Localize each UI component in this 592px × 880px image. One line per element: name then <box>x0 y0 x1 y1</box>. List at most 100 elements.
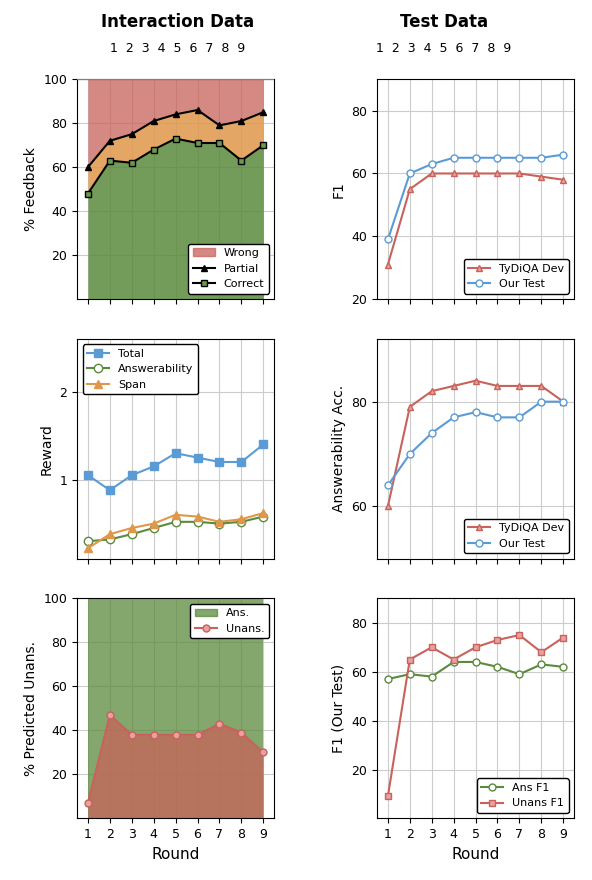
Unans F1 <box>406 654 413 664</box>
Ans F1 <box>538 659 545 670</box>
Our Test <box>428 158 435 169</box>
Legend: TyDiQA Dev, Our Test: TyDiQA Dev, Our Test <box>464 260 569 294</box>
Answerability <box>85 536 92 546</box>
X-axis label: Round: Round <box>451 847 500 862</box>
TyDiQA Dev <box>450 168 457 179</box>
Our Test <box>384 234 391 245</box>
Y-axis label: F1 (Our Test): F1 (Our Test) <box>332 664 346 753</box>
Span <box>107 529 114 539</box>
Line: Unans F1: Unans F1 <box>384 632 567 800</box>
Legend: Wrong, Partial, Correct: Wrong, Partial, Correct <box>188 244 269 294</box>
Text: Test Data: Test Data <box>400 13 488 31</box>
Text: 1  2  3  4  5  6  7  8  9: 1 2 3 4 5 6 7 8 9 <box>110 42 245 55</box>
Our Test <box>559 396 567 407</box>
Total <box>194 452 201 463</box>
TyDiQA Dev <box>472 168 479 179</box>
Line: Total: Total <box>83 440 268 495</box>
Y-axis label: Answerability Acc.: Answerability Acc. <box>332 385 346 512</box>
TyDiQA Dev <box>428 386 435 397</box>
Our Test <box>428 428 435 438</box>
Total <box>172 448 179 458</box>
Our Test <box>538 396 545 407</box>
Our Test <box>472 407 479 417</box>
TyDiQA Dev <box>384 501 391 511</box>
Unans F1 <box>472 642 479 653</box>
Total <box>260 439 267 450</box>
Text: 1  2  3  4  5  6  7  8  9: 1 2 3 4 5 6 7 8 9 <box>377 42 511 55</box>
Our Test <box>494 152 501 163</box>
Ans F1 <box>559 662 567 672</box>
Line: Our Test: Our Test <box>384 398 567 489</box>
Span <box>85 543 92 554</box>
TyDiQA Dev <box>450 381 457 392</box>
Span <box>216 517 223 527</box>
TyDiQA Dev <box>559 174 567 185</box>
Line: TyDiQA Dev: TyDiQA Dev <box>384 170 567 268</box>
TyDiQA Dev <box>472 376 479 386</box>
Span <box>194 511 201 522</box>
Ans F1 <box>384 674 391 685</box>
Our Test <box>494 412 501 422</box>
Unans F1 <box>494 634 501 645</box>
Our Test <box>406 449 413 459</box>
Total <box>150 461 157 472</box>
Answerability <box>216 518 223 529</box>
TyDiQA Dev <box>494 168 501 179</box>
Line: Answerability: Answerability <box>83 512 268 546</box>
X-axis label: Round: Round <box>152 847 200 862</box>
TyDiQA Dev <box>516 168 523 179</box>
Line: Span: Span <box>83 509 268 553</box>
TyDiQA Dev <box>406 184 413 194</box>
Unans F1 <box>450 654 457 664</box>
Ans F1 <box>494 662 501 672</box>
Ans F1 <box>406 669 413 679</box>
Ans F1 <box>516 669 523 679</box>
Unans F1 <box>428 642 435 653</box>
Y-axis label: % Predicted Unans.: % Predicted Unans. <box>24 641 38 776</box>
Total <box>128 470 136 480</box>
TyDiQA Dev <box>406 401 413 412</box>
Answerability <box>238 517 245 527</box>
Legend: Ans., Unans.: Ans., Unans. <box>190 604 269 638</box>
Ans F1 <box>472 656 479 667</box>
Text: Interaction Data: Interaction Data <box>101 13 254 31</box>
Our Test <box>538 152 545 163</box>
Unans F1 <box>559 632 567 642</box>
Y-axis label: % Feedback: % Feedback <box>24 147 38 231</box>
Ans F1 <box>428 671 435 682</box>
TyDiQA Dev <box>538 172 545 182</box>
Our Test <box>406 168 413 179</box>
Y-axis label: F1: F1 <box>332 180 346 198</box>
Our Test <box>516 152 523 163</box>
TyDiQA Dev <box>428 168 435 179</box>
Our Test <box>450 152 457 163</box>
Answerability <box>150 523 157 533</box>
Span <box>128 523 136 533</box>
Span <box>238 514 245 524</box>
Span <box>172 510 179 520</box>
Line: Our Test: Our Test <box>384 151 567 243</box>
Unans F1 <box>516 630 523 641</box>
Legend: Total, Answerability, Span: Total, Answerability, Span <box>82 344 198 394</box>
TyDiQA Dev <box>384 260 391 270</box>
Answerability <box>194 517 201 527</box>
TyDiQA Dev <box>494 381 501 392</box>
Our Test <box>516 412 523 422</box>
Total <box>216 457 223 467</box>
Unans F1 <box>538 647 545 657</box>
Legend: Ans F1, Unans F1: Ans F1, Unans F1 <box>477 779 569 813</box>
Y-axis label: Reward: Reward <box>40 423 54 474</box>
Our Test <box>450 412 457 422</box>
Our Test <box>559 150 567 160</box>
Answerability <box>107 534 114 545</box>
Legend: TyDiQA Dev, Our Test: TyDiQA Dev, Our Test <box>464 519 569 554</box>
Answerability <box>172 517 179 527</box>
Answerability <box>128 529 136 539</box>
Total <box>85 470 92 480</box>
TyDiQA Dev <box>538 381 545 392</box>
Our Test <box>384 480 391 491</box>
Line: TyDiQA Dev: TyDiQA Dev <box>384 378 567 510</box>
Unans F1 <box>384 791 391 802</box>
Span <box>260 508 267 518</box>
TyDiQA Dev <box>559 396 567 407</box>
